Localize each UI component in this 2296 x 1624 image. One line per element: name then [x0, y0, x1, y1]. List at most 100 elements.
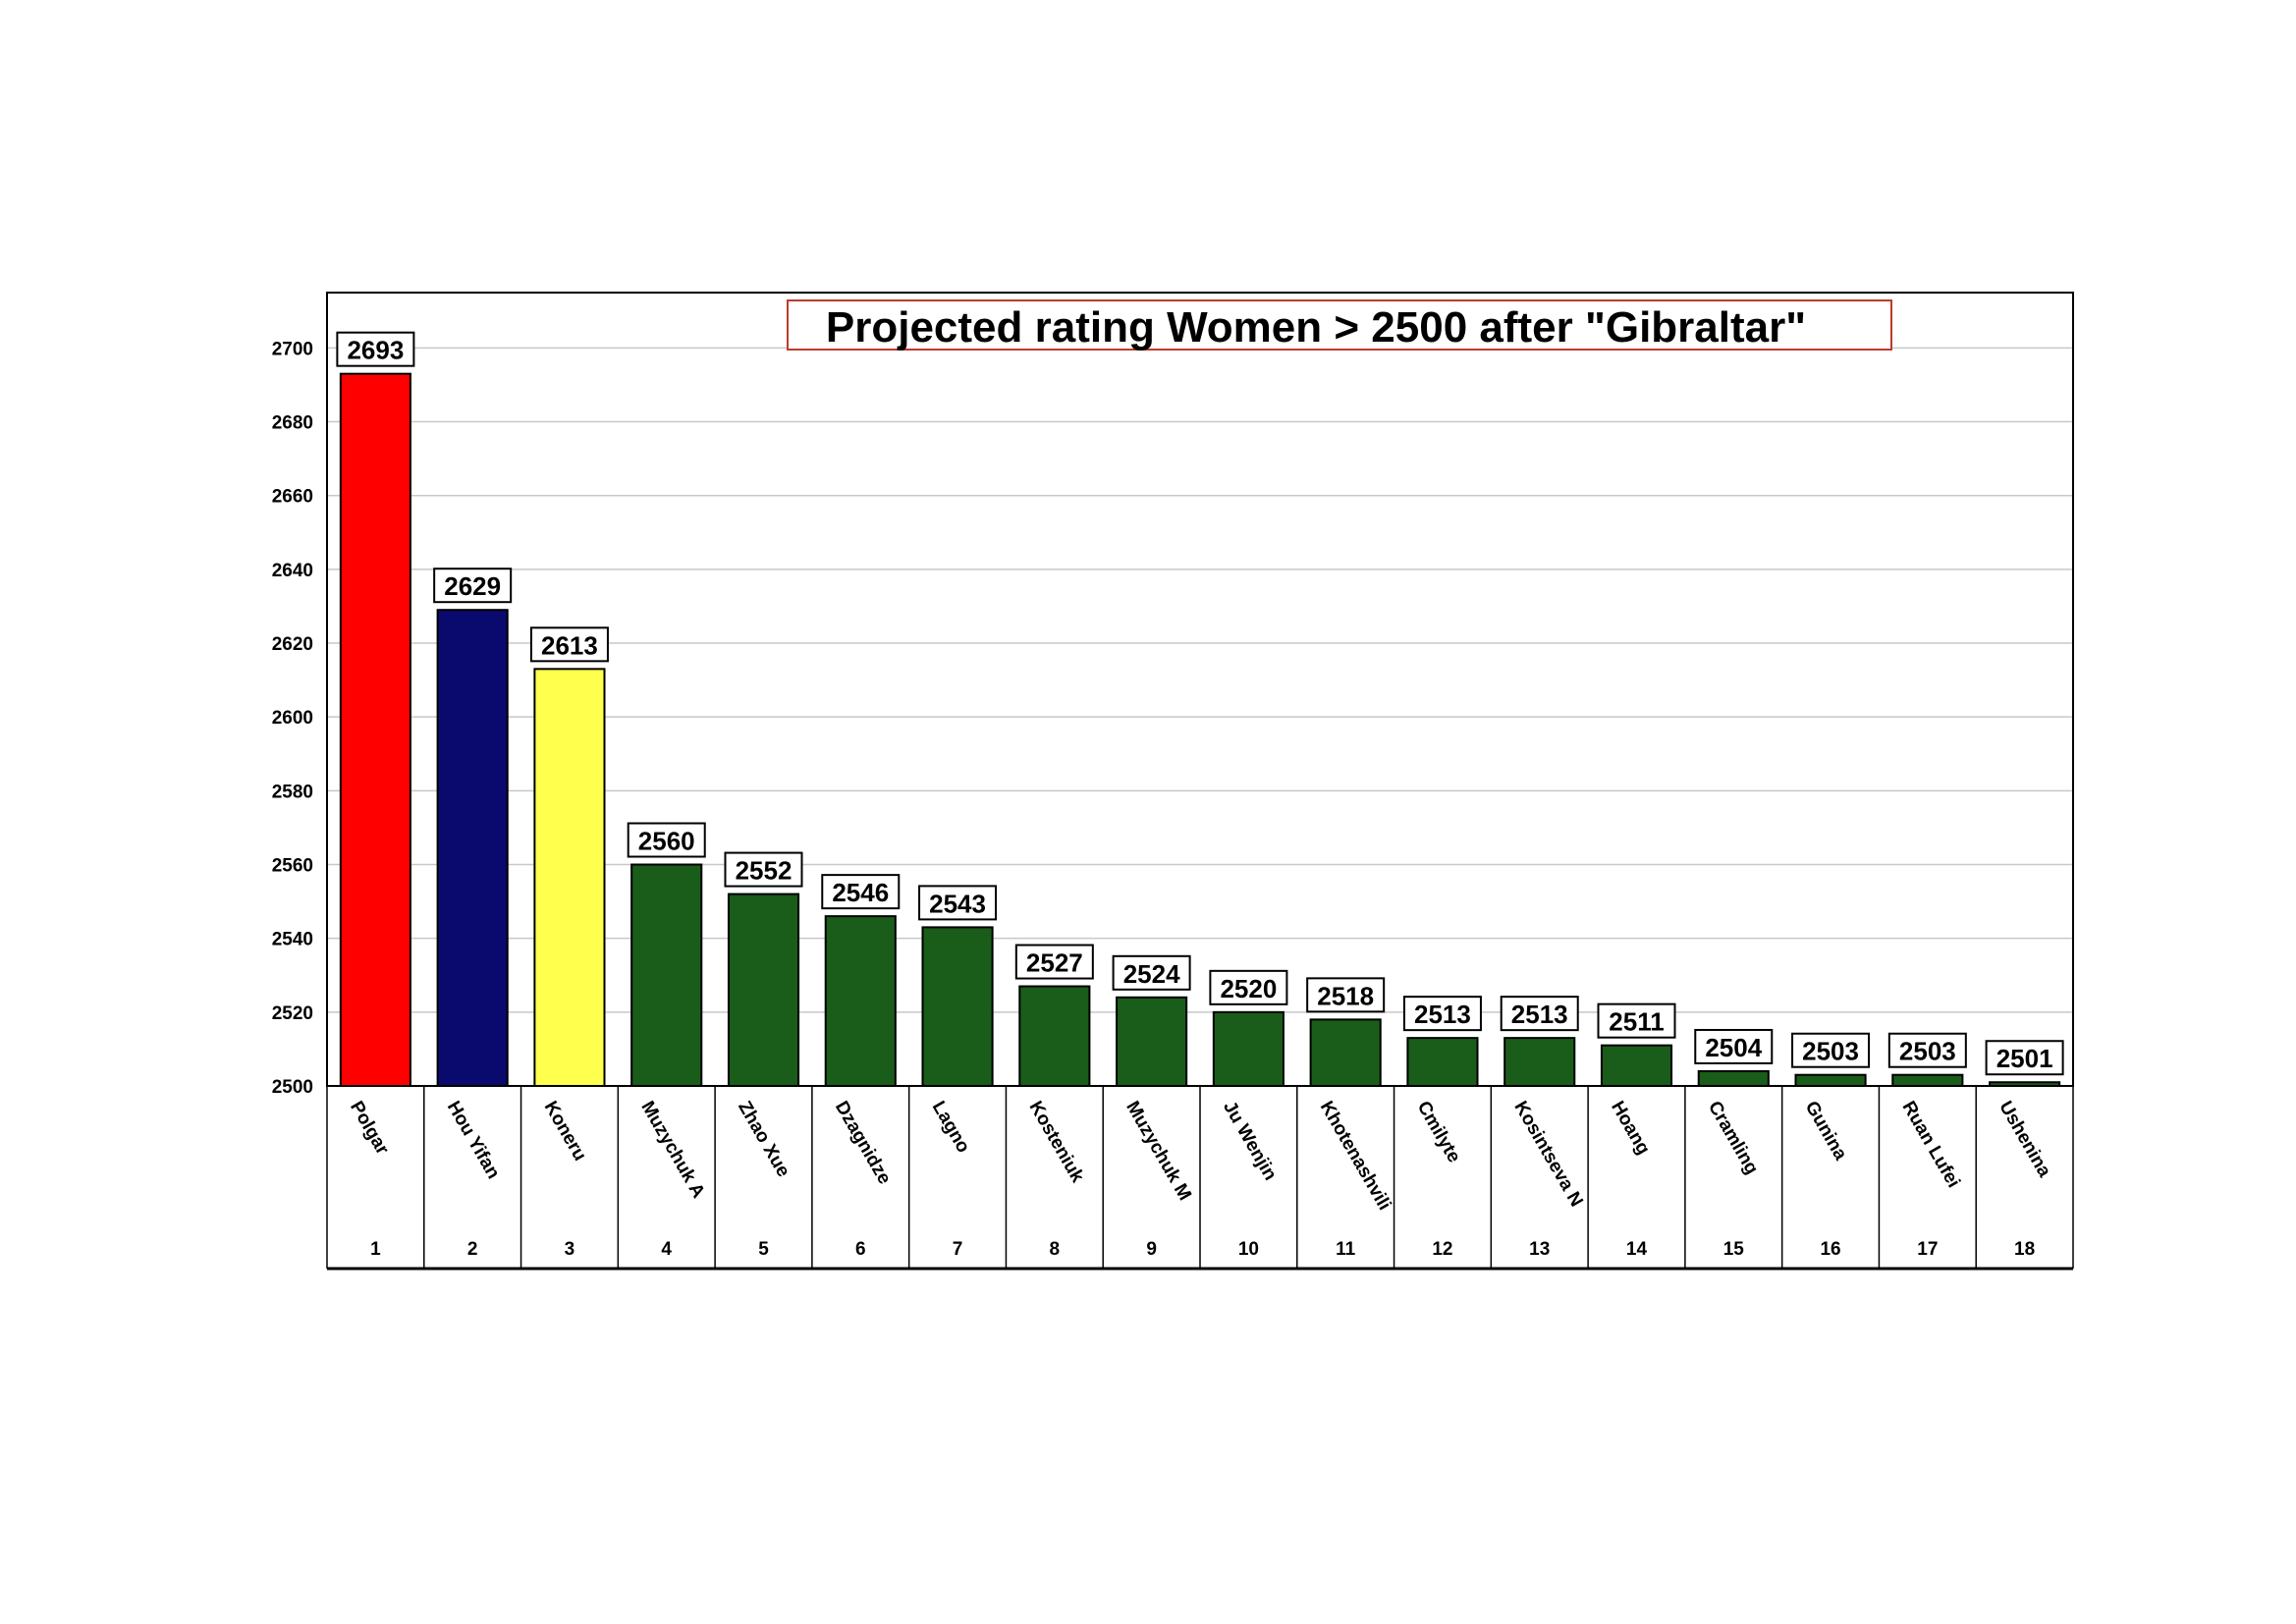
data-label: 2613 [541, 630, 598, 660]
data-label-box [1694, 1028, 1774, 1064]
rank-label: 12 [1432, 1239, 1452, 1260]
data-label-box [1887, 1032, 1967, 1068]
rank-label: 14 [1626, 1239, 1648, 1260]
rank-label: 1 [370, 1239, 381, 1260]
data-label: 2543 [929, 889, 986, 918]
data-label: 2511 [1609, 1007, 1664, 1037]
data-label-box [1209, 969, 1288, 1005]
y-tick-label: 2600 [272, 708, 313, 729]
data-label: 2552 [736, 856, 793, 886]
category-label: Cmilyte [1413, 1098, 1465, 1166]
data-label-box [1402, 996, 1482, 1032]
category-label: Hoang [1607, 1098, 1654, 1159]
rank-label: 2 [467, 1239, 478, 1260]
category-label: Lagno [928, 1098, 974, 1157]
category-label: Khotenashvili [1316, 1098, 1394, 1214]
data-label: 2503 [1899, 1037, 1956, 1066]
rank-label: 7 [953, 1239, 963, 1260]
bar-8 [1018, 985, 1091, 1087]
data-label: 2693 [347, 336, 404, 365]
data-label: 2518 [1317, 981, 1374, 1010]
y-tick-label: 2660 [272, 487, 313, 508]
rank-label: 13 [1529, 1239, 1550, 1260]
bar-17 [1891, 1073, 1964, 1088]
bar-9 [1116, 996, 1188, 1087]
data-label: 2546 [832, 878, 889, 907]
category-label: Ju Wenjin [1219, 1098, 1281, 1184]
category-label: Koneru [540, 1098, 590, 1164]
category-label: Dzagnidze [831, 1098, 895, 1188]
data-label: 2520 [1220, 974, 1277, 1003]
rank-label: 9 [1146, 1239, 1157, 1260]
rank-label: 10 [1238, 1239, 1259, 1260]
data-label-box [1985, 1040, 2064, 1076]
data-label: 2513 [1511, 1000, 1568, 1029]
category-label: Ruan Lufei [1898, 1098, 1964, 1192]
category-label: Muzychuk A [636, 1098, 708, 1202]
data-label: 2560 [638, 827, 695, 856]
category-label: Gunina [1801, 1098, 1851, 1164]
bars [339, 372, 2061, 1088]
data-label-box [336, 331, 415, 367]
data-label: 2527 [1026, 948, 1083, 978]
data-label-box [529, 626, 609, 663]
rank-label: 5 [758, 1239, 769, 1260]
bar-value-labels: 2693 2629 2613 2560 2552 2546 2543 2527 2524 2520… [336, 331, 2064, 1076]
bar-3 [533, 668, 606, 1088]
bar-4 [630, 863, 703, 1088]
y-tick-label: 2700 [272, 339, 313, 359]
category-label: Ushenina [1995, 1098, 2054, 1181]
rank-label: 18 [2014, 1239, 2035, 1260]
plot-area-border [326, 292, 2074, 1087]
data-label: 2501 [1996, 1044, 2053, 1073]
bar-7 [921, 926, 994, 1088]
y-tick-label: 2560 [272, 856, 313, 877]
rank-label: 11 [1336, 1239, 1356, 1260]
data-label-box [821, 874, 901, 910]
bar-2 [436, 609, 509, 1087]
bar-13 [1503, 1037, 1576, 1087]
y-tick-label: 2640 [272, 561, 313, 581]
bar-11 [1309, 1018, 1382, 1088]
data-label: 2524 [1123, 959, 1180, 989]
rank-label: 8 [1050, 1239, 1061, 1260]
bar-14 [1600, 1044, 1673, 1088]
bar-1 [339, 372, 411, 1087]
bar-12 [1406, 1037, 1479, 1087]
category-label: Zhao Xue [734, 1098, 793, 1181]
y-axis-ticks: 2500 2520 2540 2560 2580 2600 2620 2640 2660 2680… [272, 339, 313, 1098]
y-tick-label: 2620 [272, 634, 313, 655]
data-label-box [1500, 996, 1579, 1032]
chart-title: Projected rating Women > 2500 after "Gib… [826, 303, 1806, 352]
y-tick-label: 2520 [272, 1003, 313, 1024]
y-tick-label: 2580 [272, 782, 313, 802]
bar-5 [727, 893, 800, 1087]
data-label-box [1597, 1002, 1676, 1039]
bar-10 [1212, 1010, 1285, 1087]
y-tick-label: 2680 [272, 413, 313, 434]
rank-label: 17 [1917, 1239, 1938, 1260]
category-label: Cramling [1704, 1098, 1762, 1178]
rank-label: 6 [855, 1239, 866, 1260]
bar-15 [1697, 1069, 1770, 1087]
data-label-box [724, 851, 803, 888]
data-label-box [1306, 977, 1386, 1013]
data-label-box [1791, 1032, 1871, 1068]
data-label-box [918, 885, 998, 921]
category-label: Muzychuk M [1121, 1098, 1195, 1204]
y-tick-label: 2500 [272, 1077, 313, 1098]
rank-label: 16 [1820, 1239, 1840, 1260]
rank-label: 3 [565, 1239, 575, 1260]
data-label: 2513 [1414, 1000, 1471, 1029]
category-label: Polgar [346, 1098, 393, 1159]
category-table: Polgar 1 Hou Yifan 2 Koneru 3 Muzychuk A 4 Zhao … [326, 1086, 2074, 1271]
data-label: 2504 [1705, 1033, 1762, 1062]
data-label-box [1112, 954, 1191, 991]
y-tick-label: 2540 [272, 930, 313, 950]
bar-6 [824, 915, 897, 1088]
rank-label: 4 [661, 1239, 672, 1260]
data-label-box [627, 822, 706, 858]
bar-16 [1794, 1073, 1867, 1088]
data-label-box [1014, 944, 1094, 980]
